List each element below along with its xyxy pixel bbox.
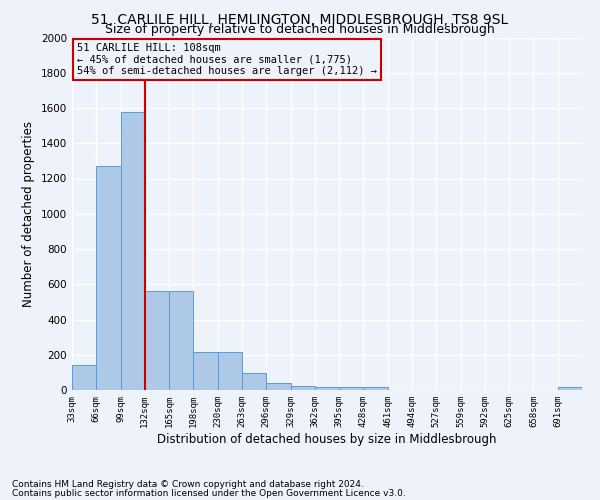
X-axis label: Distribution of detached houses by size in Middlesbrough: Distribution of detached houses by size …: [157, 432, 497, 446]
Bar: [193, 352, 218, 390]
Y-axis label: Number of detached properties: Number of detached properties: [22, 120, 35, 306]
Text: Contains HM Land Registry data © Crown copyright and database right 2024.: Contains HM Land Registry data © Crown c…: [12, 480, 364, 489]
Text: Contains public sector information licensed under the Open Government Licence v3: Contains public sector information licen…: [12, 489, 406, 498]
Bar: [364, 388, 388, 390]
Bar: [96, 166, 121, 390]
Bar: [266, 383, 290, 390]
Bar: [145, 292, 169, 390]
Bar: [72, 366, 96, 390]
Bar: [242, 374, 266, 390]
Bar: [169, 292, 193, 390]
Bar: [339, 388, 364, 390]
Text: Size of property relative to detached houses in Middlesbrough: Size of property relative to detached ho…: [105, 22, 495, 36]
Bar: [218, 352, 242, 390]
Text: 51, CARLILE HILL, HEMLINGTON, MIDDLESBROUGH, TS8 9SL: 51, CARLILE HILL, HEMLINGTON, MIDDLESBRO…: [91, 12, 509, 26]
Bar: [558, 388, 582, 390]
Bar: [290, 386, 315, 390]
Bar: [315, 388, 339, 390]
Text: 51 CARLILE HILL: 108sqm
← 45% of detached houses are smaller (1,775)
54% of semi: 51 CARLILE HILL: 108sqm ← 45% of detache…: [77, 43, 377, 76]
Bar: [121, 112, 145, 390]
